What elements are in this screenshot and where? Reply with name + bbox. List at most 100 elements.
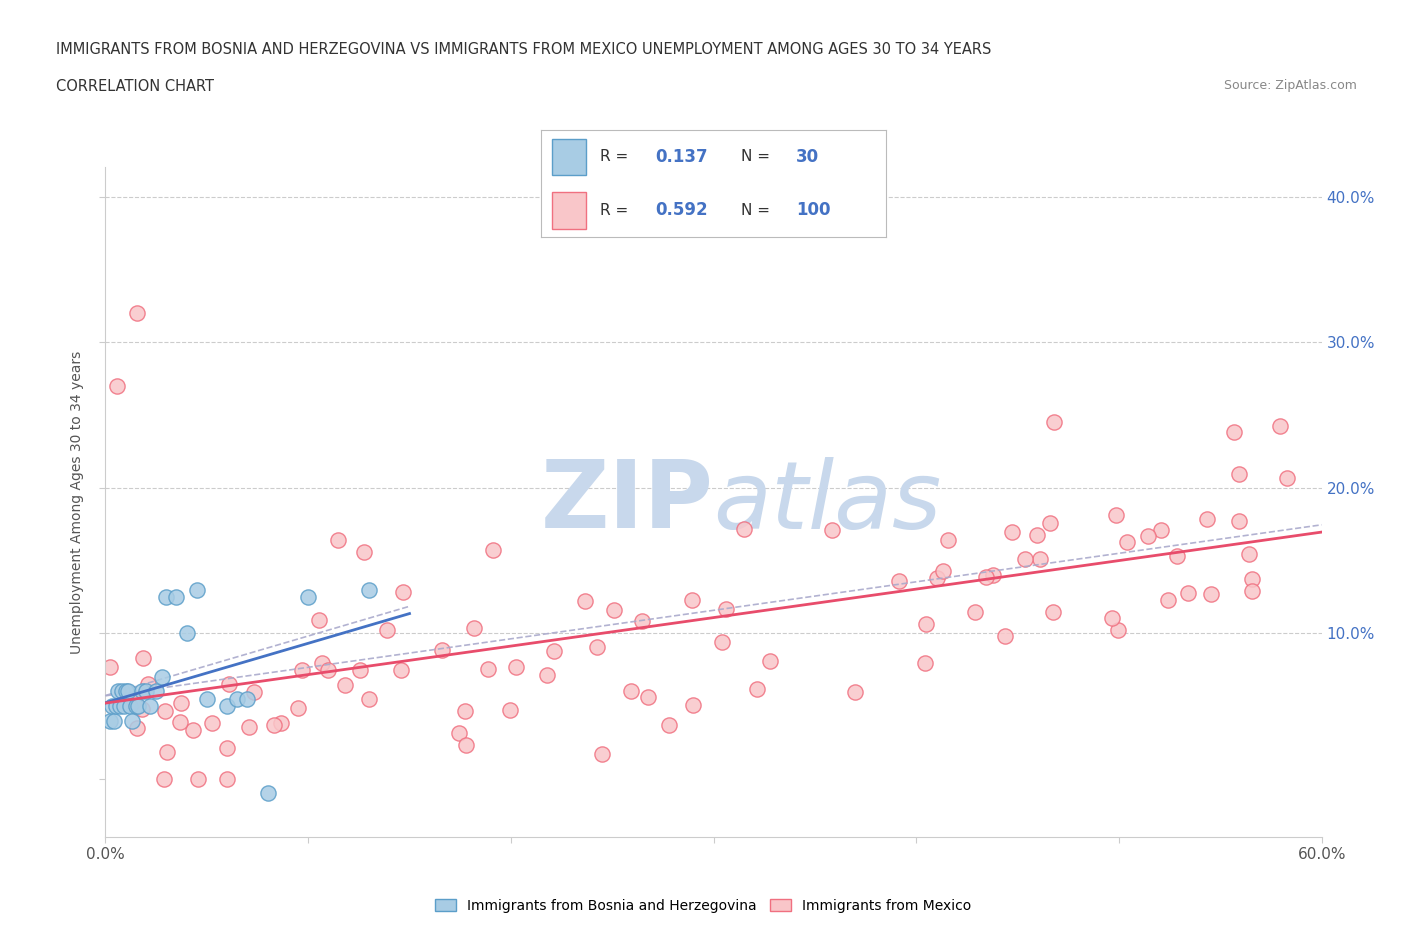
Point [1101,611,1123,626]
Point [591,747,613,762]
Point [195,691,218,706]
Point [915,617,938,631]
Point [758,654,780,669]
Point [108,698,131,713]
Point [1150,523,1173,538]
Point [155,590,177,604]
Point [287,700,309,715]
Text: IMMIGRANTS FROM BOSNIA AND HERZEGOVINA VS IMMIGRANTS FROM MEXICO UNEMPLOYMENT AM: IMMIGRANTS FROM BOSNIA AND HERZEGOVINA V… [56,42,991,57]
Point [238,720,260,735]
Point [218,676,240,691]
Point [103,713,125,728]
Point [543,644,565,658]
Point [226,691,249,706]
Text: 0.592: 0.592 [655,202,707,219]
Point [585,640,607,655]
Point [477,662,499,677]
Point [201,715,224,730]
Point [181,722,204,737]
Point [349,663,371,678]
Point [1241,572,1264,587]
Point [270,715,292,730]
Point [308,613,330,628]
Point [357,691,380,706]
Point [1001,525,1024,539]
Point [104,698,127,713]
Point [430,643,453,658]
Point [1136,528,1159,543]
Point [456,737,478,752]
Point [316,663,339,678]
Point [821,522,844,537]
Point [150,670,173,684]
Point [107,684,129,698]
Point [932,564,955,578]
Point [498,702,520,717]
Text: N =: N = [741,150,775,165]
Point [326,533,349,548]
Point [974,570,997,585]
Y-axis label: Unemployment Among Ages 30 to 34 years: Unemployment Among Ages 30 to 34 years [70,351,84,654]
Point [311,656,333,671]
Point [135,684,157,698]
Point [138,676,160,691]
Text: 0.137: 0.137 [655,148,707,166]
Point [1268,418,1291,433]
Text: R =: R = [600,203,633,218]
Point [1107,622,1129,637]
Point [153,771,176,786]
Point [125,698,148,713]
Point [1227,513,1250,528]
Point [131,701,153,716]
Text: R =: R = [600,150,633,165]
Point [536,668,558,683]
Point [682,698,704,712]
Point [145,684,167,698]
Point [1043,415,1066,430]
Text: 100: 100 [796,202,831,219]
Point [963,605,986,620]
Point [357,582,380,597]
Text: Source: ZipAtlas.com: Source: ZipAtlas.com [1223,79,1357,92]
Point [936,533,959,548]
Point [117,684,139,698]
Point [1277,471,1299,485]
Point [619,684,641,698]
Point [453,703,475,718]
Point [1115,535,1137,550]
Point [187,771,209,786]
Point [127,698,149,713]
Point [389,663,412,678]
FancyBboxPatch shape [551,193,586,229]
Text: N =: N = [741,203,775,218]
Point [714,602,737,617]
Point [745,682,768,697]
Text: atlas: atlas [713,457,942,548]
Point [505,659,527,674]
Point [711,634,734,649]
Point [111,684,134,698]
Point [914,656,936,671]
Point [1240,584,1263,599]
Text: ZIP: ZIP [541,457,713,548]
Point [353,545,375,560]
Point [658,718,681,733]
Point [1223,424,1246,439]
Point [733,522,755,537]
Point [1157,592,1180,607]
Legend: Immigrants from Bosnia and Herzegovina, Immigrants from Mexico: Immigrants from Bosnia and Herzegovina, … [429,894,977,919]
Point [1237,547,1260,562]
Point [1197,512,1219,526]
Point [236,691,259,706]
Point [844,685,866,700]
Point [139,698,162,713]
Point [125,721,148,736]
Point [121,713,143,728]
Point [176,626,198,641]
Point [156,744,179,759]
Point [100,698,122,713]
Point [927,571,949,586]
Point [131,651,153,666]
Point [603,603,626,618]
Point [186,582,208,597]
